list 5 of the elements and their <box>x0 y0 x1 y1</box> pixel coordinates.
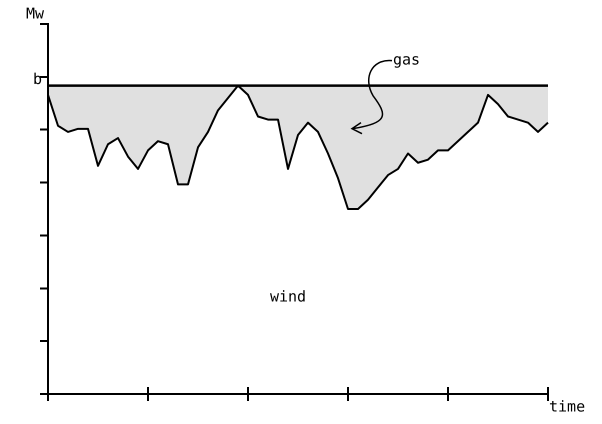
text: gas <box>393 50 420 69</box>
y-axis-title: Mw <box>26 4 45 22</box>
annotation: wind <box>270 288 306 306</box>
x-axis-title: time <box>549 397 586 416</box>
ref-line-label: b <box>32 70 42 88</box>
